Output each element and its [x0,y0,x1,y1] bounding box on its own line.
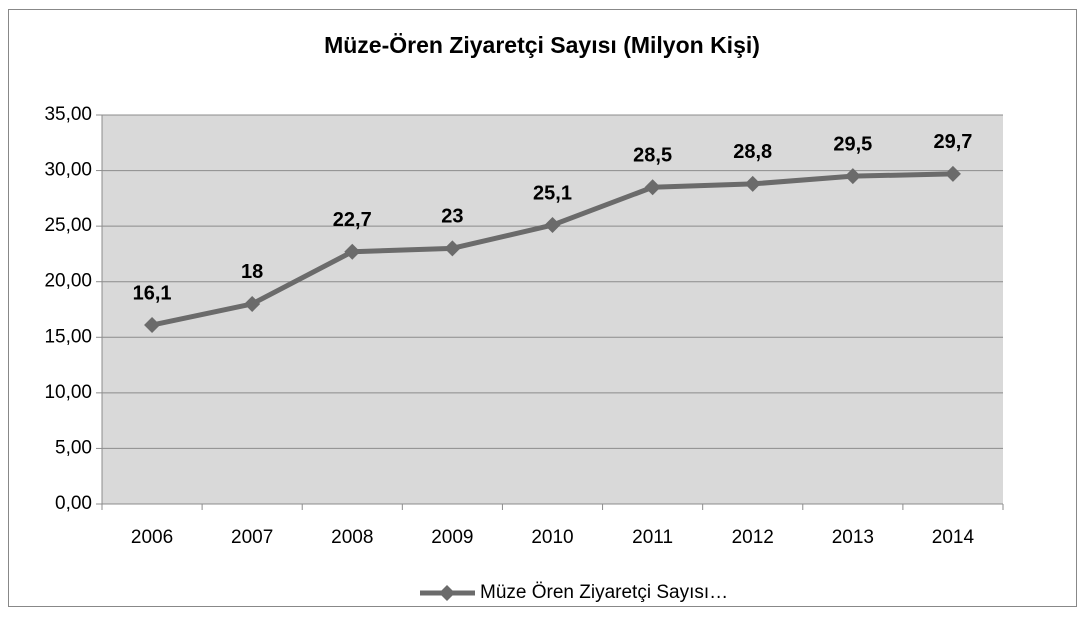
data-label: 29,7 [933,131,972,153]
x-tick-label: 2006 [131,527,173,548]
chart-title: Müze-Ören Ziyaretçi Sayısı (Milyon Kişi) [324,32,760,58]
x-tick-label: 2008 [331,527,373,548]
x-tick-label: 2010 [531,527,573,548]
data-label: 25,1 [533,182,572,204]
x-tick-label: 2013 [832,527,874,548]
y-tick-label: 20,00 [44,271,92,292]
marker [744,175,761,192]
x-tick-label: 2012 [732,527,774,548]
y-tick-label: 35,00 [44,104,92,125]
marker [344,243,361,260]
data-label: 22,7 [333,209,372,231]
legend-marker [439,585,455,601]
y-tick-label: 30,00 [44,160,92,181]
y-tick-label: 25,00 [44,215,92,236]
data-label: 18 [241,261,263,283]
marker [244,295,261,312]
marker [844,168,861,185]
x-tick-label: 2011 [632,527,673,548]
y-tick-label: 10,00 [44,382,92,403]
marker [644,179,661,196]
marker [444,240,461,257]
data-label: 28,8 [733,141,772,163]
marker [544,217,561,234]
data-label: 29,5 [833,133,872,155]
y-tick-label: 5,00 [55,437,92,458]
marker [944,165,961,182]
legend-label: Müze Ören Ziyaretçi Sayısı… [480,582,728,603]
data-label: 16,1 [133,282,172,304]
x-tick-label: 2014 [932,527,975,548]
y-tick-label: 15,00 [44,326,92,347]
x-tick-label: 2009 [431,527,473,548]
y-tick-label: 0,00 [55,493,92,514]
marker [144,317,161,334]
x-tick-label: 2007 [231,527,273,548]
data-label: 28,5 [633,145,672,167]
data-label: 23 [441,206,463,228]
